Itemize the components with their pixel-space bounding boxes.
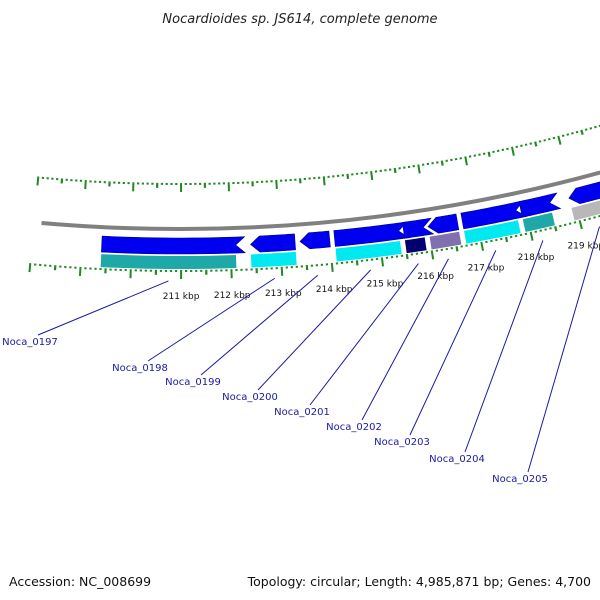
inner-tick: [405, 253, 409, 260]
inner-tick: [480, 241, 484, 251]
gene-arrow: [518, 192, 562, 218]
gene-label: Noca_0200: [222, 392, 278, 403]
inner-tick: [455, 246, 459, 252]
inner-tick: [588, 217, 591, 220]
outer-tick: [487, 151, 491, 157]
inner-tick: [280, 266, 284, 276]
inner-tick: [593, 216, 596, 219]
gene-arrow: [568, 181, 600, 204]
scale-label: 214 kbp: [316, 285, 353, 295]
outer-tick: [417, 164, 421, 174]
scale-label: 219 kbp: [567, 242, 600, 252]
gene-arrow: [299, 230, 331, 250]
outer-tick: [346, 173, 350, 179]
outer-scale-ticks: [36, 124, 600, 193]
inner-scale-ticks: [28, 214, 600, 280]
outer-tick: [589, 127, 593, 130]
inner-tick: [330, 262, 334, 272]
inner-tick: [380, 257, 385, 267]
scale-label: 211 kbp: [163, 292, 200, 302]
gene-leader-line: [37, 280, 169, 336]
outer-tick: [557, 135, 562, 145]
gene-feature-band: [429, 231, 462, 250]
inner-tick: [578, 220, 583, 230]
gene-label: Noca_0201: [274, 407, 330, 418]
gene-label: Noca_0204: [429, 454, 485, 465]
gene-leader-line: [527, 226, 600, 473]
outer-tick: [36, 176, 40, 186]
inner-tick: [504, 236, 509, 243]
outer-tick: [580, 129, 584, 136]
gene-leader-line: [257, 269, 372, 391]
gene-leader-line: [464, 240, 544, 453]
scale-label: 212 kbp: [214, 291, 251, 301]
outer-tick: [440, 160, 444, 166]
gene-feature-band: [250, 251, 297, 268]
scale-label: 215 kbp: [367, 279, 404, 289]
gene-feature-band: [571, 200, 600, 221]
outer-tick: [584, 128, 588, 131]
gene-feature-band: [464, 220, 521, 244]
outer-tick: [275, 179, 278, 190]
gene-arrow: [101, 235, 246, 255]
outer-tick: [571, 132, 574, 135]
outer-tick: [534, 141, 538, 147]
inner-tick: [554, 225, 558, 232]
outer-tick: [464, 156, 468, 166]
gene-feature-band: [522, 212, 555, 232]
gene-leader-line: [409, 250, 497, 436]
topology-label: Topology: circular; Length: 4,985,871 bp…: [247, 574, 591, 589]
gene-arrow: [460, 200, 528, 230]
inner-tick: [28, 263, 32, 273]
outer-tick: [510, 146, 515, 156]
outer-tick: [393, 167, 397, 174]
gene-arrow: [427, 213, 460, 234]
outer-tick: [370, 170, 374, 181]
gene-label: Noca_0203: [374, 437, 430, 448]
accession-label: Accession: NC_008699: [9, 574, 151, 589]
outer-tick: [322, 176, 326, 186]
map-title: Nocardioides sp. JS614, complete genome: [162, 12, 437, 27]
inner-tick: [78, 266, 82, 277]
genome-backbone: [41, 170, 600, 231]
outer-tick: [594, 125, 597, 129]
gene-arrow: [402, 217, 435, 239]
scale-label: 213 kbp: [265, 289, 302, 299]
inner-tick: [529, 231, 534, 241]
gene-label: Noca_0202: [326, 422, 382, 433]
gene-leader-line: [361, 258, 449, 421]
gene-feature-band: [404, 237, 427, 254]
gene-label: Noca_0198: [112, 363, 168, 374]
outer-tick: [575, 130, 579, 134]
gene-feature-band: [335, 240, 402, 262]
outer-tick: [84, 180, 87, 190]
gene-track: [100, 181, 600, 269]
scale-label: 216 kbp: [417, 272, 454, 282]
gene-leader-line: [309, 263, 419, 406]
gene-arrow: [250, 233, 296, 253]
gene-label: Noca_0199: [165, 377, 221, 388]
inner-tick: [355, 260, 359, 266]
gene-label: Noca_0205: [492, 474, 548, 485]
gene-feature-band: [100, 254, 237, 269]
gene-leader-line: [147, 277, 276, 362]
gene-label: Noca_0197: [2, 337, 58, 348]
outer-tick: [566, 133, 570, 136]
gene-leader-line: [200, 274, 319, 376]
gene-arrow: [333, 221, 410, 247]
inner-tick: [430, 250, 435, 260]
scale-label: 217 kbp: [468, 264, 505, 274]
